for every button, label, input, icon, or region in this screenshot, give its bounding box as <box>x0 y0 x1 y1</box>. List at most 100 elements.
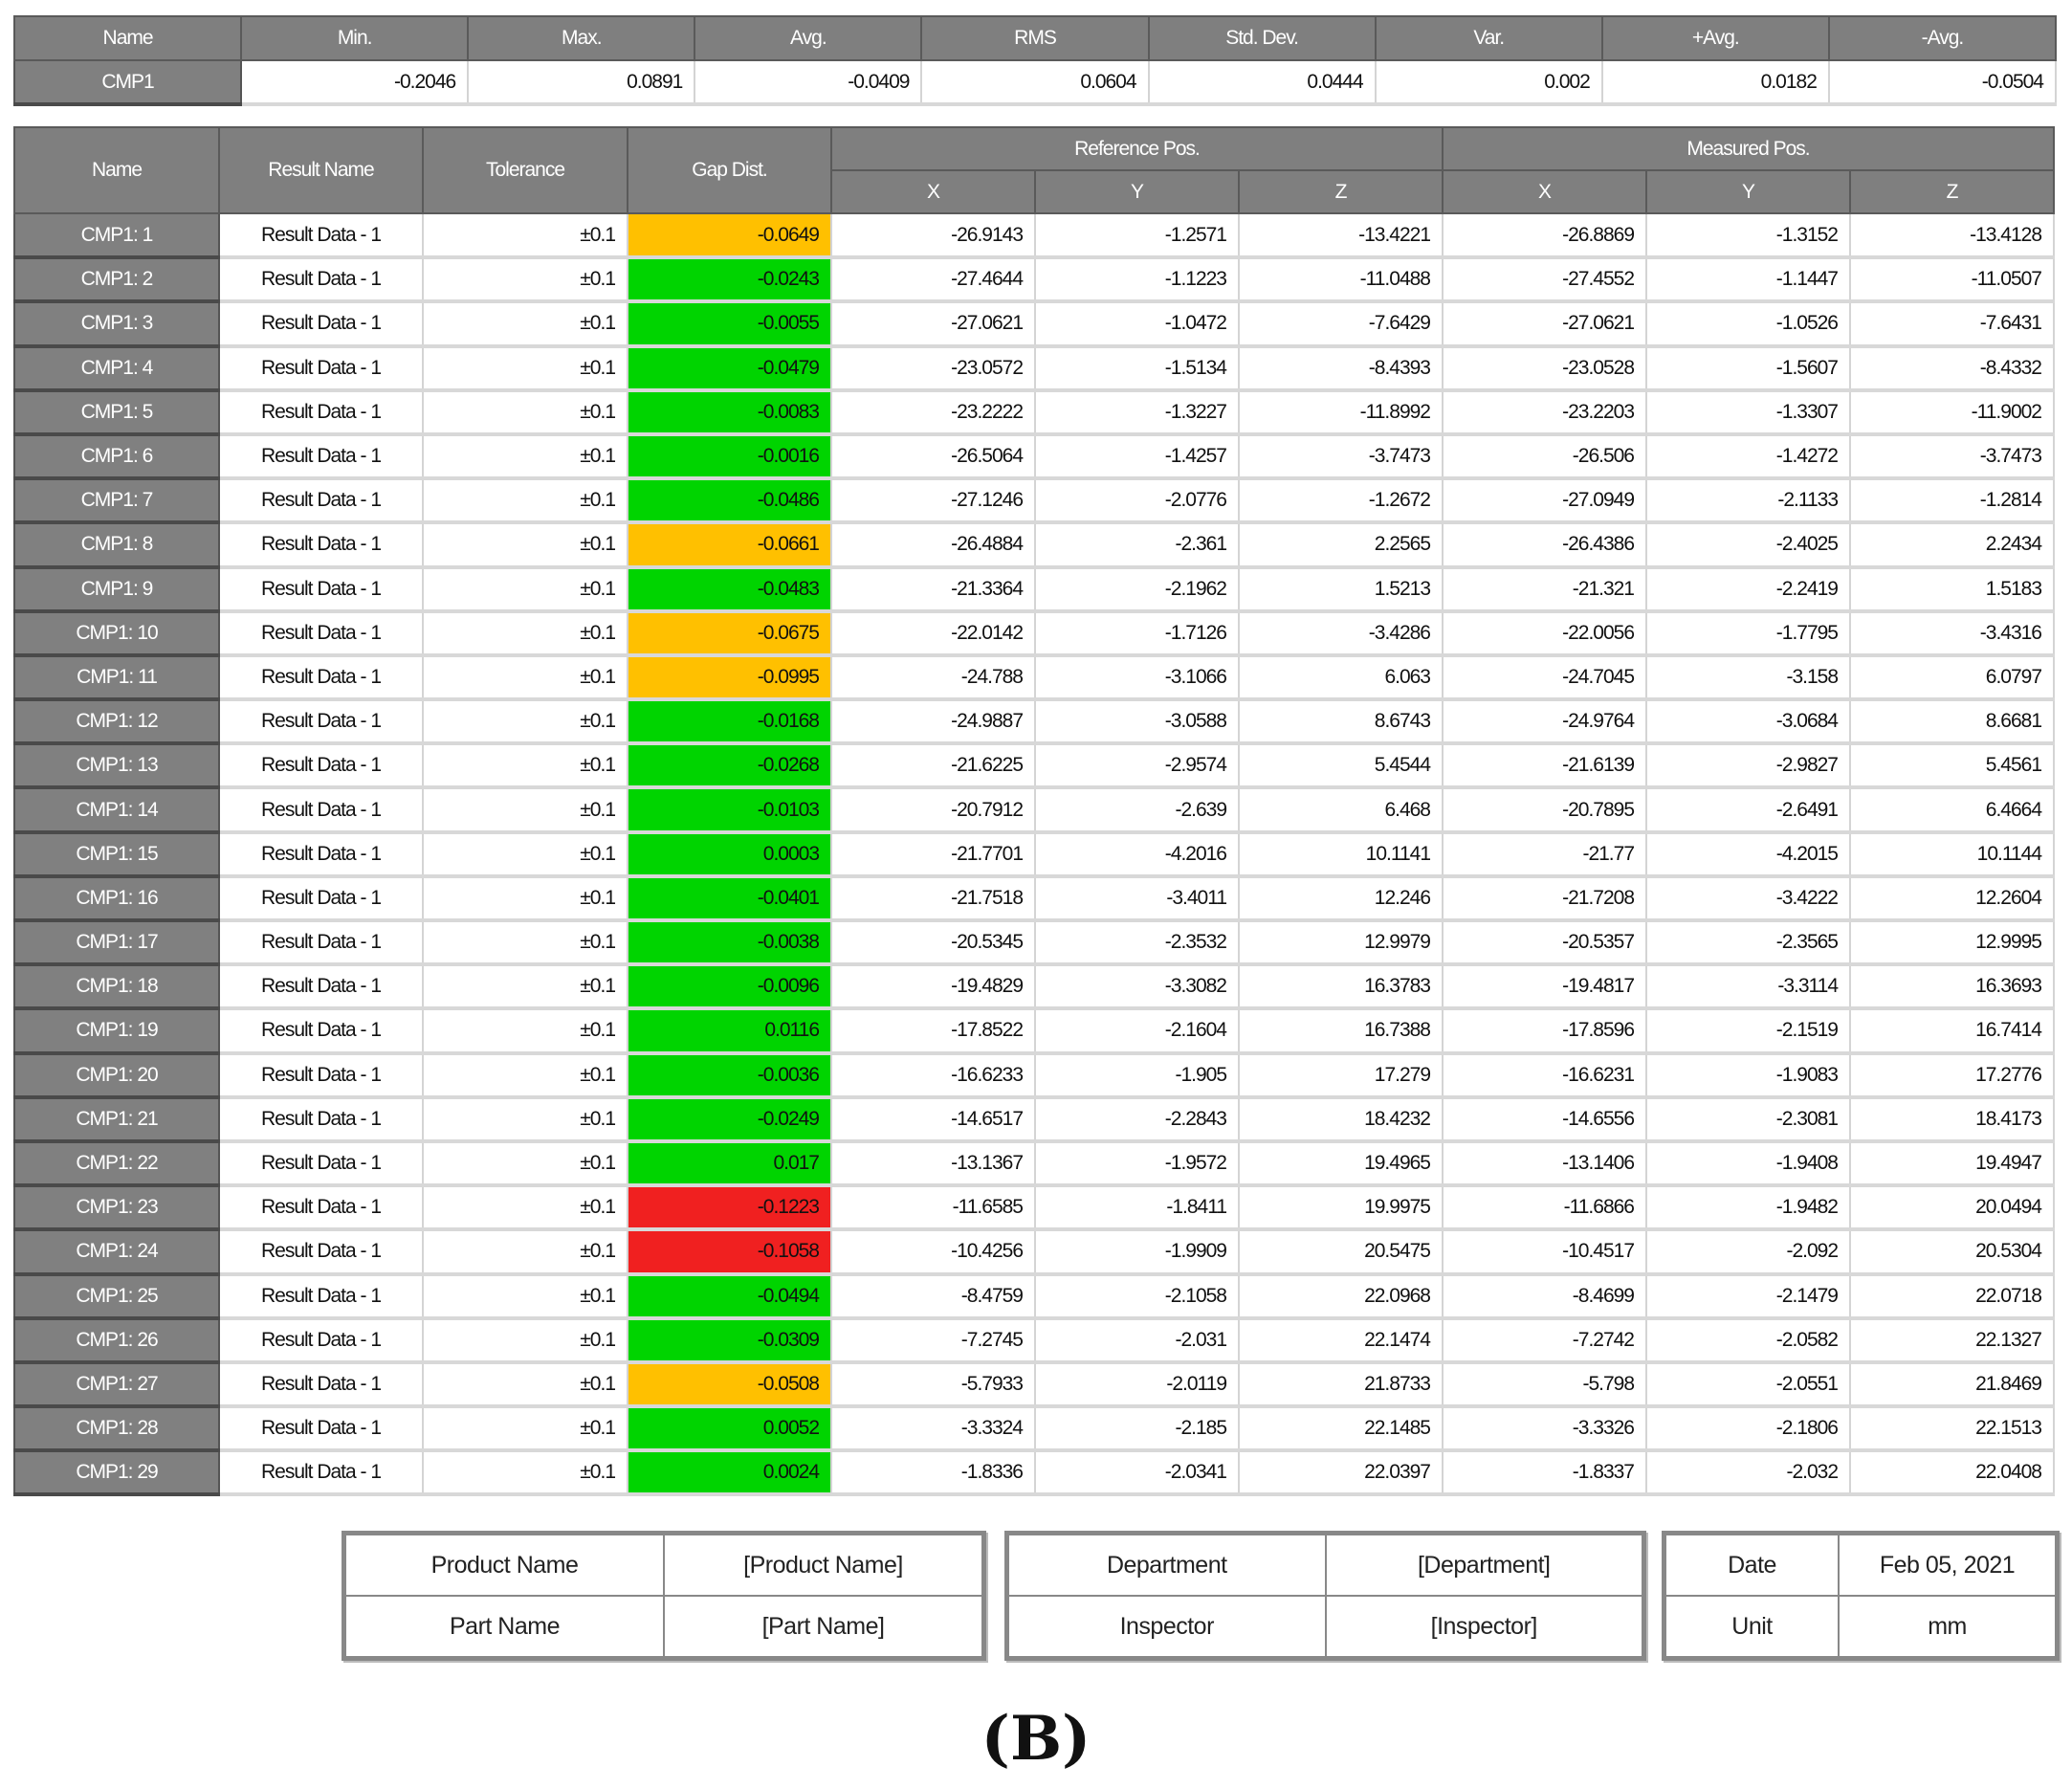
meas-x-cell: -26.506 <box>1443 433 1647 481</box>
result-name-cell: Result Data - 1 <box>219 213 424 260</box>
row-name-cell: CMP1: 26 <box>13 1316 220 1364</box>
gap-dist-cell: 0.0003 <box>628 831 832 878</box>
ref-x-cell: -19.4829 <box>831 964 1036 1011</box>
result-name-cell: Result Data - 1 <box>219 522 424 569</box>
ref-y-cell: -1.3227 <box>1035 389 1240 436</box>
ref-y-cell: -3.4011 <box>1035 875 1240 923</box>
result-name-cell: Result Data - 1 <box>219 433 424 481</box>
meas-x-cell: -24.7045 <box>1443 654 1647 702</box>
tolerance-cell: ±0.1 <box>423 1273 628 1320</box>
ref-z-cell: 12.246 <box>1239 875 1444 923</box>
tolerance-cell: ±0.1 <box>423 257 628 304</box>
meas-z-cell: 20.5304 <box>1850 1229 2055 1276</box>
result-name-cell: Result Data - 1 <box>219 301 424 348</box>
product-name-label: Product Name <box>344 1534 665 1597</box>
tolerance-cell: ±0.1 <box>423 1317 628 1364</box>
ref-y-cell: -1.9909 <box>1035 1229 1240 1276</box>
tolerance-cell: ±0.1 <box>423 1052 628 1099</box>
ref-x-cell: -20.5345 <box>831 920 1036 967</box>
result-name-cell: Result Data - 1 <box>219 1140 424 1188</box>
row-name-cell: CMP1: 19 <box>13 1007 220 1055</box>
row-name-cell: CMP1: 11 <box>13 653 220 702</box>
meas-y-cell: -2.0551 <box>1646 1361 1851 1409</box>
gap-dist-cell: -0.0675 <box>628 610 832 657</box>
meas-z-cell: 16.7414 <box>1850 1008 2055 1055</box>
table-row: CMP1: 11 Result Data - 1 ±0.1 -0.0995 -24.78… <box>13 653 2055 702</box>
tolerance-cell: ±0.1 <box>423 964 628 1011</box>
meas-y-cell: -1.4272 <box>1646 433 1851 481</box>
table-row: CMP1: 18 Result Data - 1 ±0.1 -0.0096 -19.48… <box>13 963 2055 1011</box>
ref-y-cell: -2.1962 <box>1035 566 1240 613</box>
meas-z-cell: 21.8469 <box>1850 1361 2055 1409</box>
summary-value-cell: 0.0891 <box>468 60 696 106</box>
meas-z-cell: 18.4173 <box>1850 1096 2055 1143</box>
summary-header-cell: RMS <box>920 15 1150 61</box>
table-row: CMP1: 7 Result Data - 1 ±0.1 -0.0486 -27.124… <box>13 477 2055 525</box>
gap-dist-cell: 0.0116 <box>628 1008 832 1055</box>
tolerance-cell: ±0.1 <box>423 345 628 392</box>
meas-x-cell: -10.4517 <box>1443 1229 1647 1276</box>
ref-x-cell: -14.6517 <box>831 1096 1036 1143</box>
table-row: CMP1: 5 Result Data - 1 ±0.1 -0.0083 -23.222… <box>13 388 2055 436</box>
table-row: CMP1: 17 Result Data - 1 ±0.1 -0.0038 -20.53… <box>13 918 2055 967</box>
summary-name-cell: CMP1 <box>12 59 243 106</box>
gap-dist-cell: 0.0052 <box>628 1406 832 1453</box>
meas-z-cell: 22.0718 <box>1850 1273 2055 1320</box>
meas-z-cell: 22.0408 <box>1850 1450 2055 1497</box>
tolerance-cell: ±0.1 <box>423 1229 628 1276</box>
meas-y-cell: -2.6491 <box>1646 787 1851 834</box>
header-name: Name <box>13 126 220 214</box>
gap-dist-cell: -0.0055 <box>628 301 832 348</box>
meas-z-cell: -8.4332 <box>1850 345 2055 392</box>
ref-y-cell: -3.3082 <box>1035 964 1240 1011</box>
result-name-cell: Result Data - 1 <box>219 1406 424 1453</box>
meas-y-cell: -2.3565 <box>1646 920 1851 967</box>
summary-value-cell: 0.0182 <box>1601 60 1830 106</box>
ref-x-cell: -24.788 <box>831 654 1036 702</box>
meas-z-cell: 19.4947 <box>1850 1140 2055 1188</box>
result-name-cell: Result Data - 1 <box>219 831 424 878</box>
meas-z-cell: -3.4316 <box>1850 610 2055 657</box>
meas-x-cell: -23.0528 <box>1443 345 1647 392</box>
table-row: CMP1: 25 Result Data - 1 ±0.1 -0.0494 -8.475… <box>13 1272 2055 1320</box>
header-measured-pos: Measured Pos. <box>1442 126 2055 171</box>
ref-y-cell: -2.9574 <box>1035 743 1240 790</box>
table-row: CMP1: 27 Result Data - 1 ±0.1 -0.0508 -5.793… <box>13 1360 2055 1409</box>
gap-dist-cell: -0.0508 <box>628 1361 832 1409</box>
meas-x-cell: -24.9764 <box>1443 699 1647 746</box>
tolerance-cell: ±0.1 <box>423 1406 628 1453</box>
row-name-cell: CMP1: 27 <box>13 1360 220 1409</box>
row-name-cell: CMP1: 4 <box>13 344 220 392</box>
result-name-cell: Result Data - 1 <box>219 1185 424 1232</box>
ref-z-cell: 16.3783 <box>1239 964 1444 1011</box>
meas-x-cell: -26.8869 <box>1443 213 1647 260</box>
ref-z-cell: 19.4965 <box>1239 1140 1444 1188</box>
ref-z-cell: 22.1485 <box>1239 1406 1444 1453</box>
table-row: CMP1: 28 Result Data - 1 ±0.1 0.0052 -3.3324… <box>13 1405 2055 1453</box>
result-name-cell: Result Data - 1 <box>219 787 424 834</box>
meas-x-cell: -22.0056 <box>1443 610 1647 657</box>
meas-z-cell: 10.1144 <box>1850 831 2055 878</box>
gap-dist-cell: -0.0038 <box>628 920 832 967</box>
meas-x-cell: -7.2742 <box>1443 1317 1647 1364</box>
summary-header-row: Name Min. Max. Avg. RMS Std. Dev. Var. +Avg. -Av… <box>12 15 2058 61</box>
ref-y-cell: -1.9572 <box>1035 1140 1240 1188</box>
header-gap-dist: Gap Dist. <box>627 126 832 214</box>
meas-y-cell: -3.0684 <box>1646 699 1851 746</box>
ref-x-cell: -16.6233 <box>831 1052 1036 1099</box>
meas-x-cell: -19.4817 <box>1443 964 1647 1011</box>
summary-value-cell: -0.0504 <box>1828 60 2058 106</box>
tolerance-cell: ±0.1 <box>423 1140 628 1188</box>
ref-y-cell: -3.0588 <box>1035 699 1240 746</box>
result-name-cell: Result Data - 1 <box>219 1450 424 1497</box>
meas-x-cell: -21.7208 <box>1443 875 1647 923</box>
meas-z-cell: 2.2434 <box>1850 522 2055 569</box>
meas-y-cell: -1.9408 <box>1646 1140 1851 1188</box>
result-name-cell: Result Data - 1 <box>219 920 424 967</box>
meas-z-cell: 17.2776 <box>1850 1052 2055 1099</box>
part-name-label: Part Name <box>344 1595 665 1658</box>
department-label: Department <box>1007 1534 1327 1597</box>
measurement-table: Name Result Name Tolerance Gap Dist. Ref… <box>13 126 2055 1497</box>
meas-y-cell: -1.5607 <box>1646 345 1851 392</box>
meas-y-cell: -1.9482 <box>1646 1185 1851 1232</box>
